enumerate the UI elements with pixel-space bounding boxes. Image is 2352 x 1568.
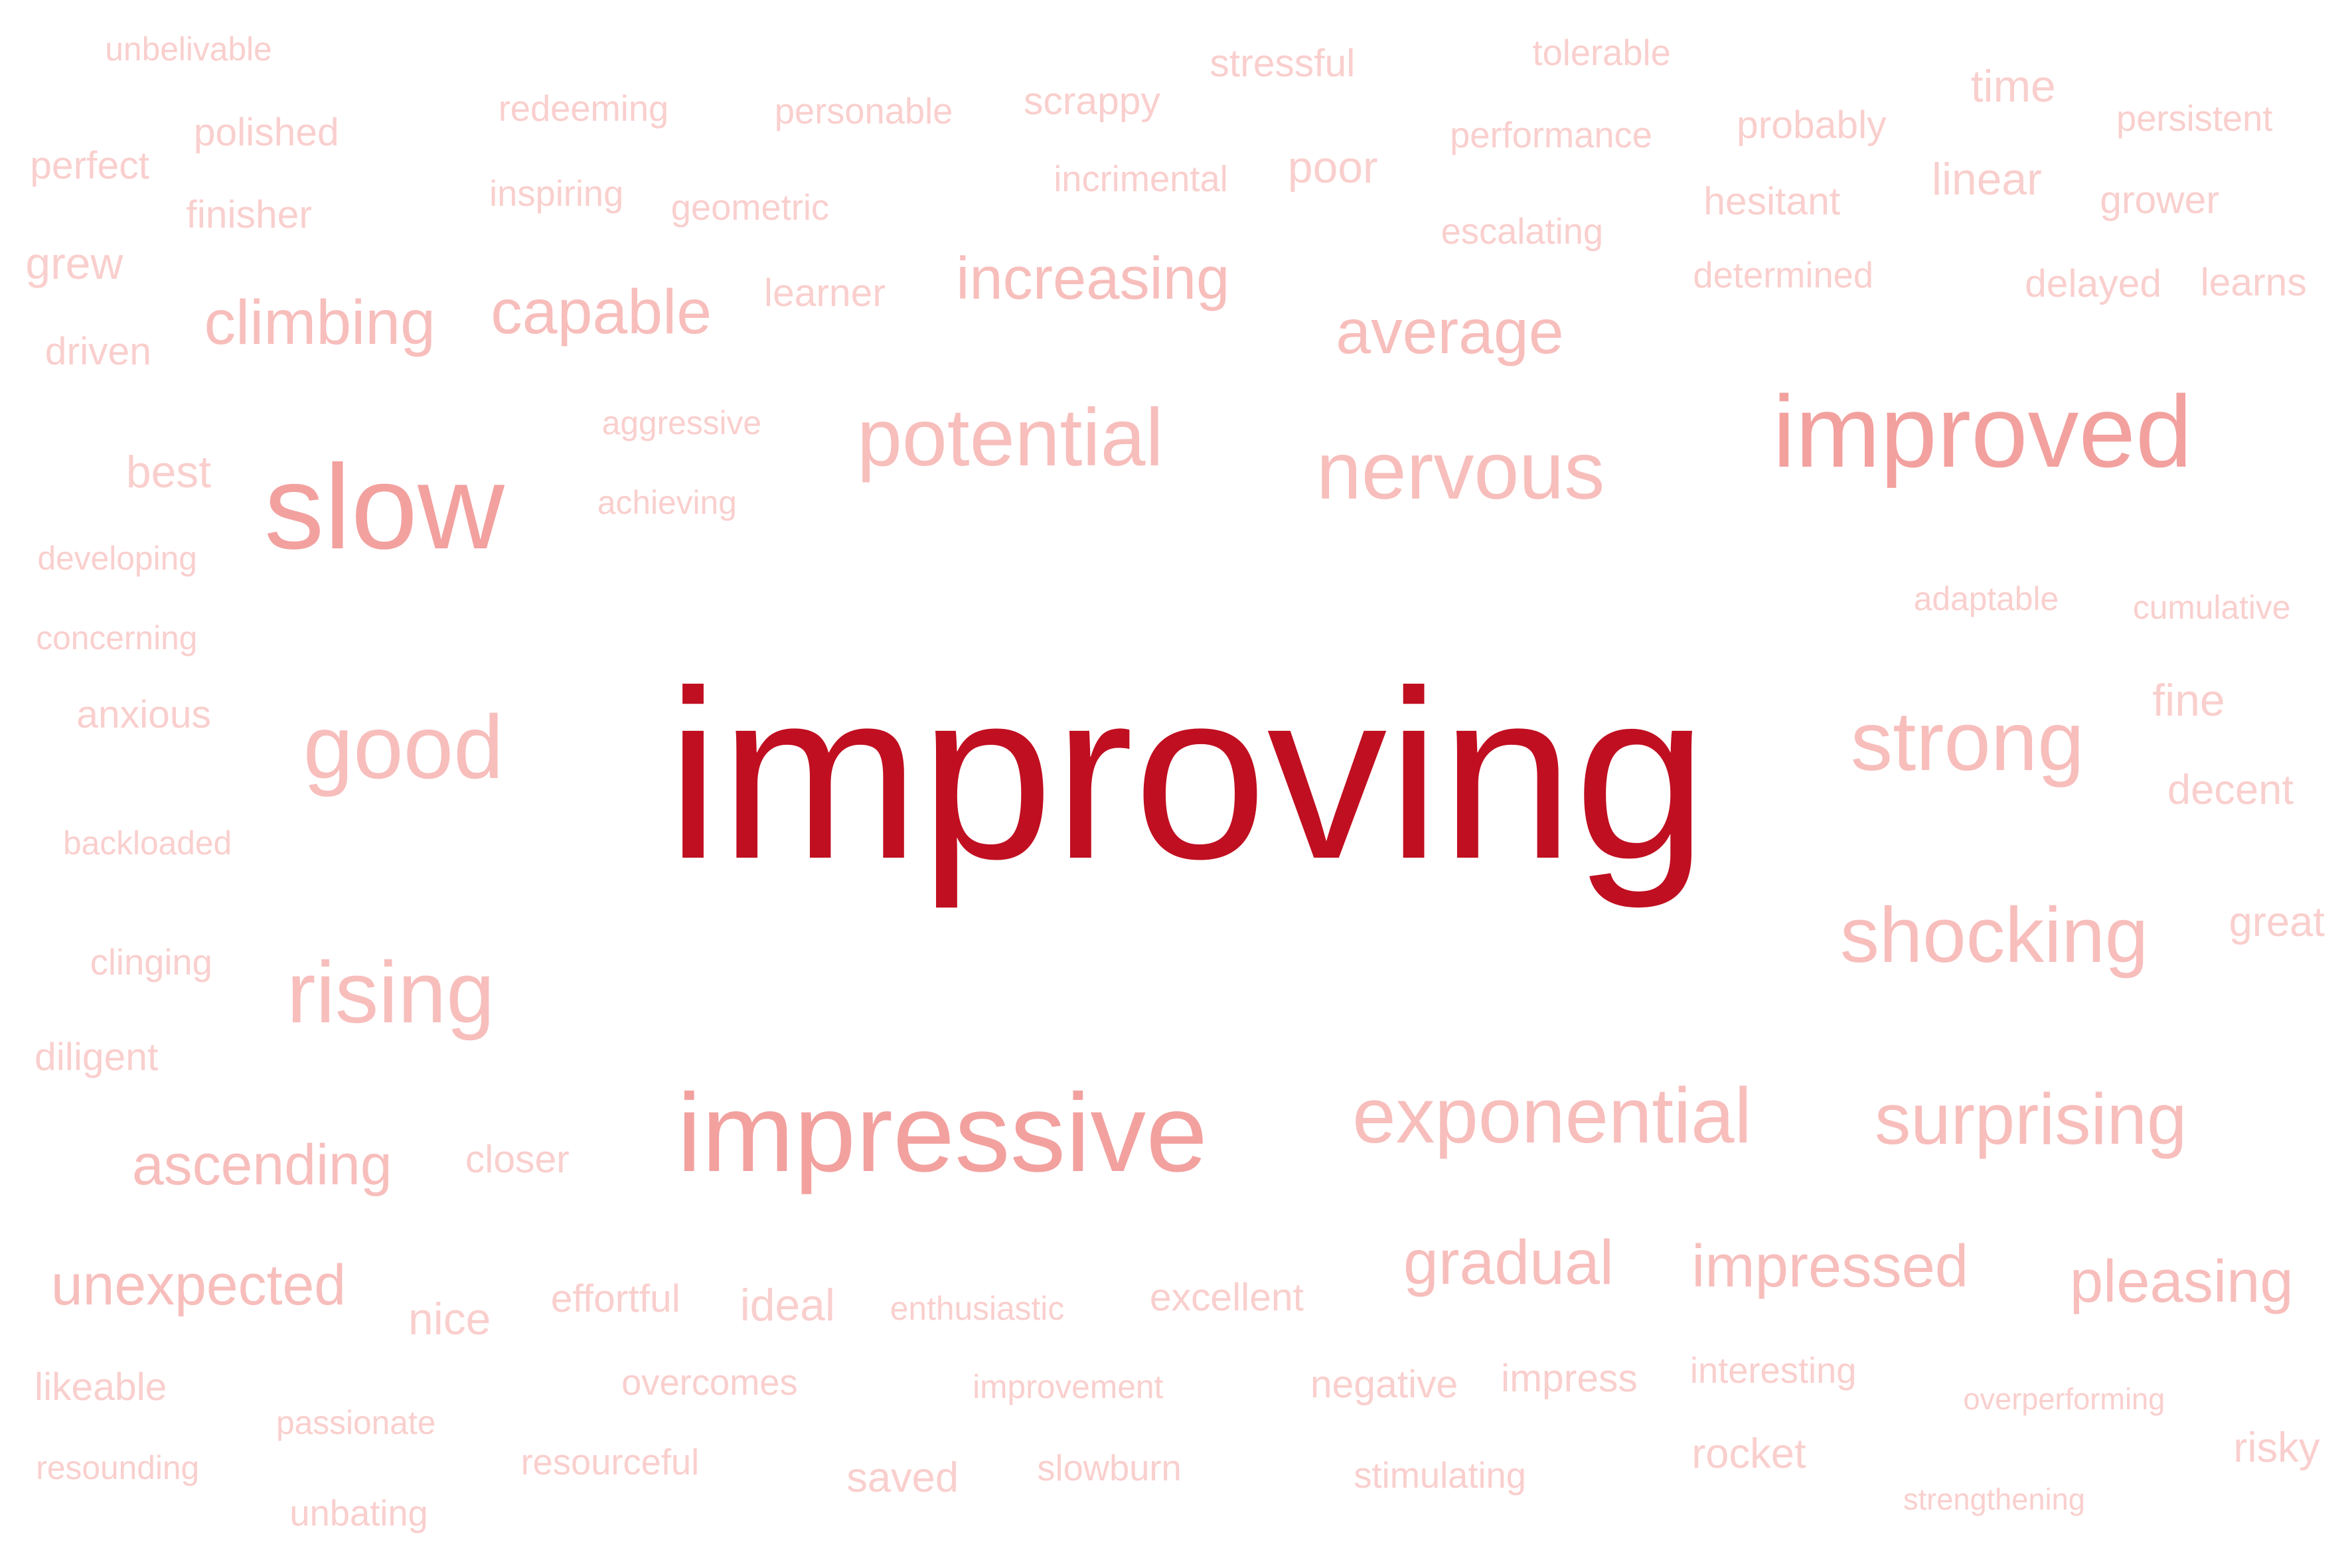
word-incrimental: incrimental <box>1054 158 1228 199</box>
word-redeeming: redeeming <box>498 88 669 129</box>
word-improving: improving <box>666 639 1708 909</box>
word-surprising: surprising <box>1875 1079 2187 1159</box>
word-scrappy: scrappy <box>1024 79 1160 123</box>
word-stimulating: stimulating <box>1354 1455 1526 1496</box>
word-poor: poor <box>1287 143 1378 193</box>
word-excellent: excellent <box>1149 1275 1304 1319</box>
word-interesting: interesting <box>1689 1350 1857 1391</box>
word-increasing: increasing <box>956 245 1230 313</box>
word-time: time <box>1970 62 2056 112</box>
word-great: great <box>2229 899 2325 946</box>
word-overperforming: overperforming <box>1963 1381 2165 1416</box>
word-inspiring: inspiring <box>489 173 624 214</box>
word-slowburn: slowburn <box>1037 1448 1182 1488</box>
word-good: good <box>303 696 504 798</box>
word-impress: impress <box>1501 1356 1638 1400</box>
word-decent: decent <box>2167 767 2294 814</box>
word-achieving: achieving <box>597 484 737 521</box>
word-climbing: climbing <box>204 287 435 358</box>
word-finisher: finisher <box>186 193 312 237</box>
word-enthusiastic: enthusiastic <box>890 1290 1065 1328</box>
word-perfect: perfect <box>30 143 149 187</box>
word-polished: polished <box>193 110 339 154</box>
word-tolerable: tolerable <box>1532 32 1671 73</box>
word-clinging: clinging <box>90 942 212 983</box>
word-impressed: impressed <box>1691 1233 1969 1300</box>
word-capable: capable <box>491 277 712 348</box>
word-nice: nice <box>408 1294 491 1344</box>
word-improvement: improvement <box>973 1368 1164 1405</box>
word-escalating: escalating <box>1441 211 1604 252</box>
word-aggressive: aggressive <box>601 404 761 442</box>
word-delayed: delayed <box>2025 262 2162 306</box>
word-passionate: passionate <box>276 1404 436 1441</box>
word-risky: risky <box>2233 1424 2320 1471</box>
word-gradual: gradual <box>1403 1227 1614 1298</box>
word-rising: rising <box>286 943 495 1041</box>
word-resourceful: resourceful <box>520 1442 700 1482</box>
word-unbating: unbating <box>289 1492 428 1533</box>
word-pleasing: pleasing <box>2069 1247 2294 1315</box>
word-anxious: anxious <box>76 693 211 737</box>
word-resounding: resounding <box>36 1449 200 1486</box>
word-best: best <box>125 447 212 498</box>
word-overcomes: overcomes <box>621 1362 798 1403</box>
word-effortful: effortful <box>550 1277 680 1320</box>
word-unexpected: unexpected <box>50 1253 347 1318</box>
word-slow: slow <box>264 439 505 574</box>
word-stressful: stressful <box>1210 41 1356 85</box>
word-personable: personable <box>774 91 953 132</box>
word-average: average <box>1336 296 1564 367</box>
word-strong: strong <box>1850 693 2084 788</box>
word-rocket: rocket <box>1691 1430 1806 1477</box>
word-grew: grew <box>25 239 123 289</box>
word-driven: driven <box>44 330 151 373</box>
word-performance: performance <box>1450 115 1652 156</box>
word-strengthening: strengthening <box>1903 1482 2085 1517</box>
word-fine: fine <box>2152 676 2225 726</box>
word-cumulative: cumulative <box>2132 589 2291 627</box>
word-exponential: exponential <box>1352 1071 1752 1159</box>
word-persistent: persistent <box>2116 98 2273 139</box>
word-impressive: impressive <box>676 1071 1208 1196</box>
word-adaptable: adaptable <box>1913 580 2059 617</box>
word-developing: developing <box>37 539 197 577</box>
word-diligent: diligent <box>35 1035 159 1079</box>
word-backloaded: backloaded <box>63 824 232 862</box>
word-potential: potential <box>857 391 1164 483</box>
word-ascending: ascending <box>132 1133 392 1198</box>
word-learner: learner <box>763 271 886 315</box>
word-closer: closer <box>465 1137 570 1181</box>
word-nervous: nervous <box>1316 424 1605 516</box>
word-improved: improved <box>1772 374 2193 489</box>
word-ideal: ideal <box>740 1281 835 1331</box>
word-determined: determined <box>1693 254 1874 295</box>
word-linear: linear <box>1931 155 2042 205</box>
word-hesitant: hesitant <box>1703 179 1841 223</box>
word-shocking: shocking <box>1840 892 2149 979</box>
word-concerning: concerning <box>36 619 198 657</box>
word-likeable: likeable <box>35 1366 167 1409</box>
word-learns: learns <box>2200 261 2307 304</box>
word-saved: saved <box>846 1454 959 1501</box>
word-negative: negative <box>1310 1362 1458 1406</box>
word-geometric: geometric <box>670 187 830 228</box>
word-probably: probably <box>1737 103 1887 147</box>
word-unbelivable: unbelivable <box>105 31 272 68</box>
word-grower: grower <box>2100 178 2219 222</box>
